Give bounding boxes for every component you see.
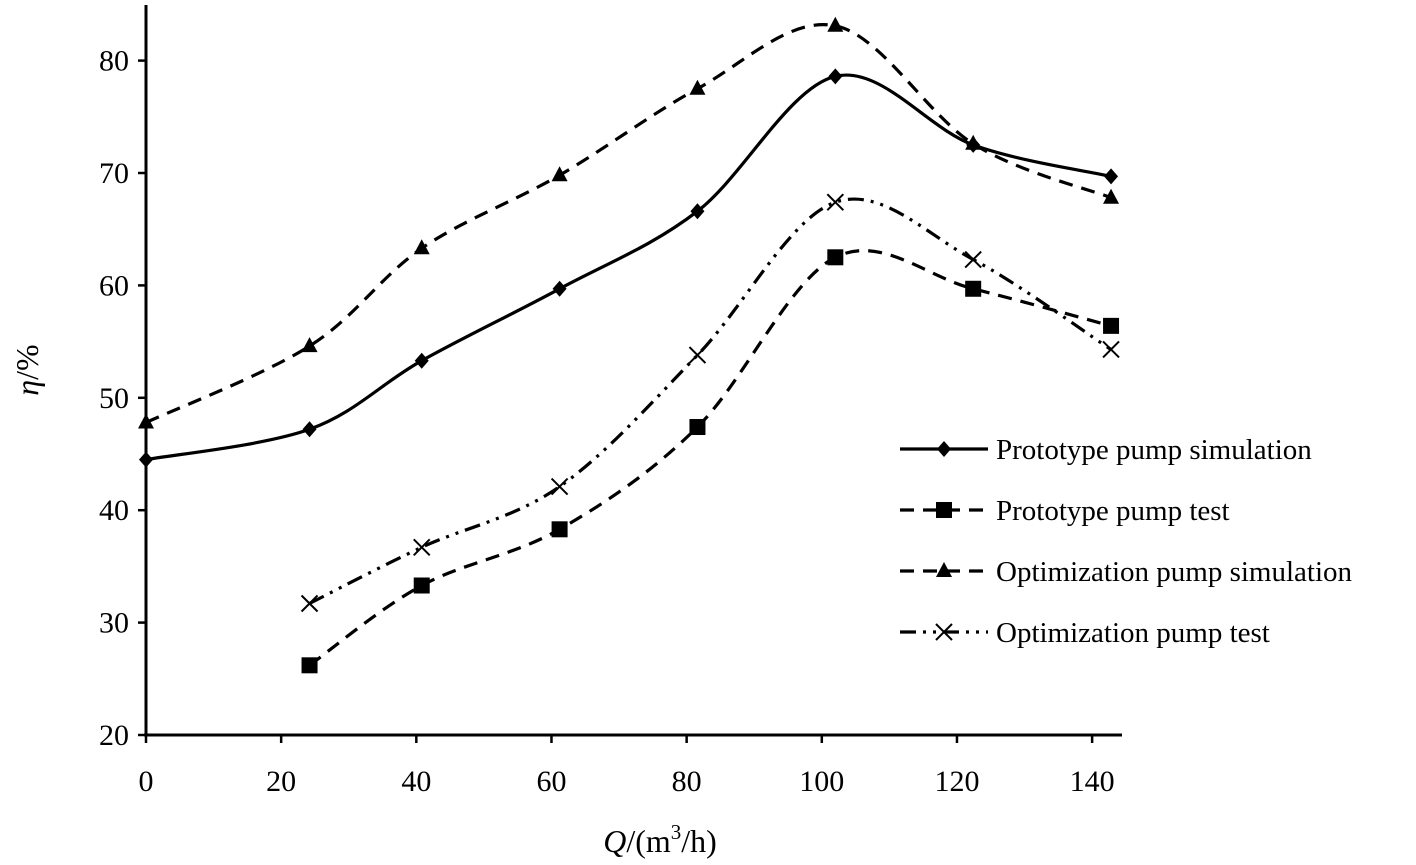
x-axis-title: Q/(m3/h) xyxy=(603,820,717,859)
y-tick-label: 60 xyxy=(99,269,129,302)
data-point-square xyxy=(827,249,844,266)
x-tick-label: 100 xyxy=(799,765,844,798)
y-axis-title: η/% xyxy=(9,344,45,395)
x-tick-label: 60 xyxy=(536,765,566,798)
y-tick-label: 50 xyxy=(99,382,129,415)
legend-item: Optimization pump simulation xyxy=(900,556,1353,588)
legend-item: Prototype pump simulation xyxy=(900,434,1312,466)
series-diamond xyxy=(139,68,1119,468)
x-tick-label: 20 xyxy=(266,765,296,798)
data-point-x xyxy=(1102,340,1120,359)
axes xyxy=(144,5,1122,737)
legend-label: Optimization pump simulation xyxy=(996,556,1353,588)
y-tick-label: 20 xyxy=(99,719,129,752)
series-x xyxy=(300,193,1120,613)
data-point-diamond xyxy=(690,203,705,220)
legend-item: Optimization pump test xyxy=(900,617,1270,649)
data-point-triangle xyxy=(551,166,568,182)
data-point-square xyxy=(551,521,568,538)
x-tick-label: 0 xyxy=(139,765,154,798)
series-square xyxy=(301,249,1120,674)
data-point-square xyxy=(413,577,430,594)
data-point-square xyxy=(689,419,706,436)
legend: Prototype pump simulation Prototype pump … xyxy=(900,434,1353,649)
data-point-square xyxy=(1103,317,1120,334)
series-triangle xyxy=(138,16,1120,429)
x-tick-label: 80 xyxy=(672,765,702,798)
y-tick-label: 70 xyxy=(99,157,129,190)
x-tick-label: 120 xyxy=(934,765,979,798)
legend-marker-square xyxy=(936,502,952,518)
data-point-triangle xyxy=(827,16,844,32)
x-tick-label: 140 xyxy=(1070,765,1115,798)
x-tick-label: 40 xyxy=(401,765,431,798)
data-point-x xyxy=(413,538,431,556)
data-point-x xyxy=(964,250,982,269)
data-point-diamond xyxy=(552,280,567,297)
series-layer xyxy=(138,16,1120,674)
legend-marker-diamond xyxy=(937,441,951,457)
data-point-diamond xyxy=(828,68,843,85)
data-point-diamond xyxy=(1104,168,1119,185)
y-tick-label: 30 xyxy=(99,607,129,640)
data-point-square xyxy=(965,280,982,297)
series-line xyxy=(145,73,1112,462)
y-tick-label: 40 xyxy=(99,494,129,527)
data-point-triangle xyxy=(1103,188,1120,204)
data-point-x xyxy=(300,594,319,613)
legend-marker-triangle xyxy=(936,562,952,577)
series-line xyxy=(145,23,1112,424)
y-tick-label: 80 xyxy=(99,45,129,78)
series-line xyxy=(308,249,1112,667)
data-point-triangle xyxy=(965,134,982,150)
legend-item: Prototype pump test xyxy=(900,495,1230,527)
data-point-triangle xyxy=(413,239,430,255)
ticks: 20 30 40 50 60 70 80 0 20 40 60 80 100 120 140 xyxy=(99,45,1115,798)
data-point-diamond xyxy=(302,421,317,438)
legend-label: Prototype pump simulation xyxy=(996,434,1312,466)
series-line xyxy=(308,197,1112,605)
legend-label: Optimization pump test xyxy=(996,617,1270,649)
data-point-x xyxy=(826,193,845,211)
legend-marker-x xyxy=(935,623,953,641)
legend-label: Prototype pump test xyxy=(996,495,1230,527)
data-point-x xyxy=(688,346,707,364)
data-point-triangle xyxy=(301,337,318,353)
data-point-triangle xyxy=(689,79,706,95)
data-point-square xyxy=(301,657,318,674)
data-point-x xyxy=(550,477,569,496)
data-point-diamond xyxy=(414,352,429,369)
